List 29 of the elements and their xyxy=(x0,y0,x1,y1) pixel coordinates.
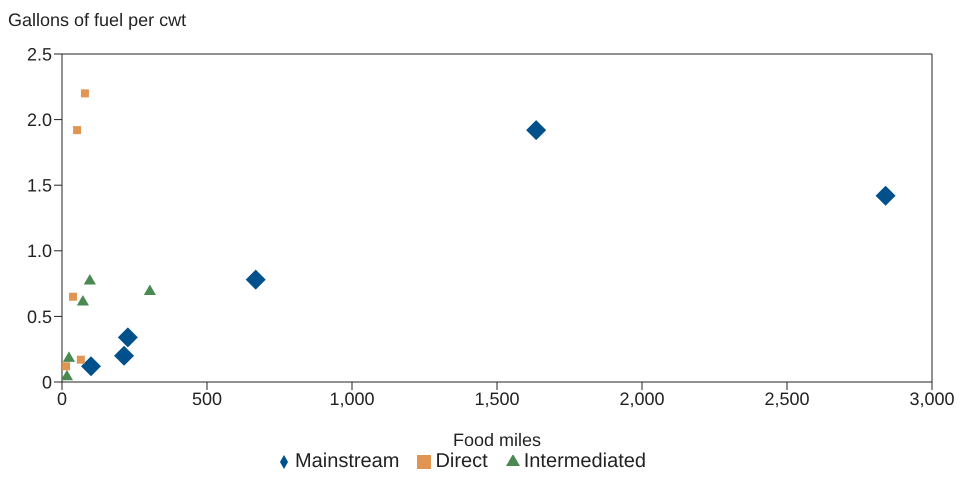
y-tick-label: 1.5 xyxy=(26,176,52,196)
point xyxy=(246,270,266,290)
point xyxy=(526,120,546,140)
point xyxy=(114,346,134,366)
point xyxy=(62,362,70,370)
y-tick-label: 0.5 xyxy=(26,306,52,327)
legend-label: Direct xyxy=(435,450,488,472)
x-tick-label: 2,500 xyxy=(764,388,810,409)
point xyxy=(69,292,78,301)
y-tick-label: 2.0 xyxy=(26,110,52,130)
y-tick-label: 2.5 xyxy=(26,44,52,64)
point xyxy=(76,356,85,364)
legend-label: Mainstream xyxy=(294,450,400,472)
x-tick-label: 2,000 xyxy=(619,388,665,409)
x-tick-label: 0 xyxy=(56,388,68,409)
x-tick-label: 1,000 xyxy=(329,388,375,409)
legend-label: Intermediated xyxy=(524,450,646,472)
x-tick-label: 3,000 xyxy=(909,388,955,409)
y-tick-label: 0 xyxy=(42,372,52,392)
x-tick-label: 1,500 xyxy=(474,388,520,409)
y-axis-title: Gallons of fuel per cwt xyxy=(8,10,186,31)
point xyxy=(73,126,82,134)
x-axis-title: Food miles xyxy=(452,430,542,450)
point xyxy=(81,356,101,376)
point xyxy=(80,89,89,98)
y-tick-label: 1.0 xyxy=(26,241,52,262)
point xyxy=(118,327,138,348)
point xyxy=(876,186,896,206)
x-tick-label: 500 xyxy=(192,388,222,409)
